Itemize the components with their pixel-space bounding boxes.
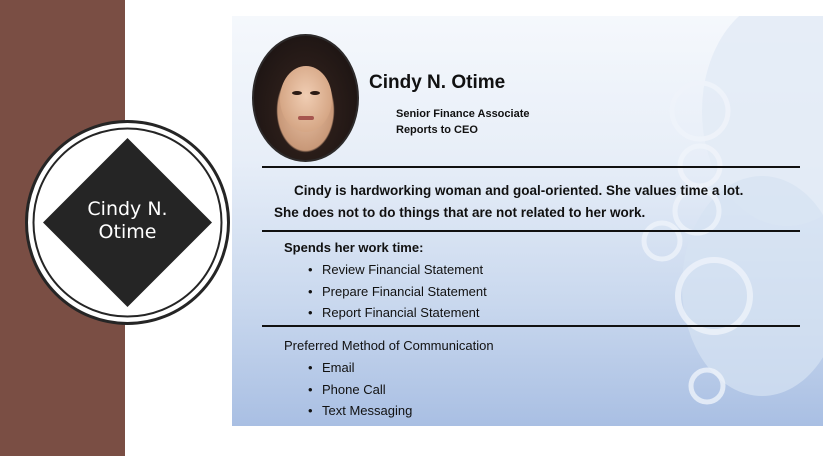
photo-eye-left [292, 91, 302, 95]
work-time-item: Report Financial Statement [308, 302, 487, 324]
persona-badge: Cindy N. Otime [25, 120, 230, 325]
persona-slide: Cindy N. Otime Senior Finance Associate … [232, 16, 823, 426]
badge-diamond-graphic [25, 120, 230, 325]
badge-name-line2: Otime [98, 221, 157, 243]
profile-role: Senior Finance Associate [396, 108, 530, 120]
divider-2 [262, 230, 800, 232]
photo-face [280, 66, 332, 132]
photo-eye-right [310, 91, 320, 95]
communication-list: Email Phone Call Text Messaging [308, 357, 412, 422]
bio-line-1: Cindy is hardworking woman and goal-orie… [294, 183, 744, 198]
communication-item: Text Messaging [308, 400, 412, 422]
work-time-title: Spends her work time: [284, 240, 424, 255]
communication-title: Preferred Method of Communication [284, 338, 494, 353]
bio-line-2: She does not to do things that are not r… [274, 205, 646, 220]
divider-1 [262, 166, 800, 168]
badge-name: Cindy N. Otime [25, 198, 230, 244]
communication-item: Email [308, 357, 412, 379]
profile-name: Cindy N. Otime [369, 72, 506, 93]
divider-3 [262, 325, 800, 327]
profile-role-block: Senior Finance Associate Reports to CEO [396, 106, 529, 138]
work-time-item: Review Financial Statement [308, 259, 487, 281]
bio-block: Cindy is hardworking woman and goal-orie… [274, 180, 743, 224]
communication-item: Phone Call [308, 379, 412, 401]
work-time-list: Review Financial Statement Prepare Finan… [308, 259, 487, 324]
profile-reports-to: Reports to CEO [396, 124, 478, 136]
work-time-item: Prepare Financial Statement [308, 281, 487, 303]
profile-photo [252, 34, 359, 162]
photo-mouth [298, 116, 314, 120]
badge-name-line1: Cindy N. [87, 198, 168, 220]
